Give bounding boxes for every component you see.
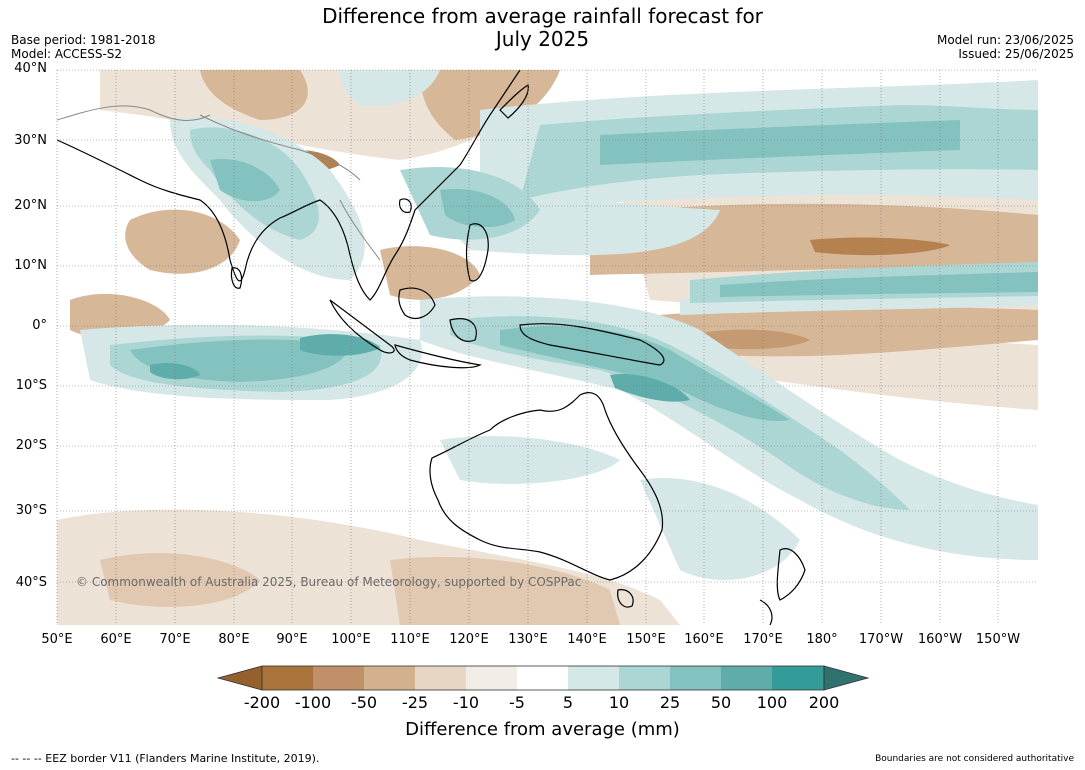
lat-label: 30°N [14,133,47,148]
colorbar-segment [772,666,824,690]
lat-label: 20°N [14,198,47,213]
coastlines [57,70,806,625]
colorbar-segment [517,666,568,690]
colorbar-tick: -5 [509,693,525,712]
model-name: Model: ACCESS-S2 [11,47,123,61]
colorbar-tick: 25 [659,693,681,712]
colorbar-segment [262,666,313,690]
lon-label: 170°W [858,632,904,647]
lat-label: 30°S [15,503,47,518]
gridlines [56,69,1038,625]
colorbar-label: Difference from average (mm) [405,719,680,740]
colorbar-right-arrow [823,665,870,691]
colorbar-segment [313,666,364,690]
colorbar-tick: 200 [808,693,840,712]
lon-label: 80°E [218,632,250,647]
lon-label: 130°E [508,632,548,647]
map-title-line1: Difference from average rainfall forecas… [322,4,763,28]
lon-label: 70°E [159,632,191,647]
colorbar [216,665,870,691]
colorbar-segment [466,666,517,690]
colorbar-tick: -10 [452,693,480,712]
lon-label: 160°E [684,632,724,647]
lon-label: 90°E [276,632,308,647]
colorbar-left-arrow [216,665,263,691]
lon-label: 50°E [41,632,73,647]
colorbar-tick: -100 [294,693,332,712]
colorbar-segment [670,666,721,690]
colorbar-tick: 5 [562,693,574,712]
issued-date: Issued: 25/06/2025 [958,47,1074,61]
lat-label: 10°N [14,258,47,273]
eez-border-note: -- -- -- EEZ border V11 (Flanders Marine… [11,752,320,765]
model-run: Model run: 23/06/2025 [936,33,1074,47]
base-period: Base period: 1981-2018 [11,33,156,47]
lat-label: 20°S [15,438,47,453]
colorbar-tick: 50 [710,693,732,712]
colorbar-tick: 100 [756,693,788,712]
lon-label: 120°E [449,632,489,647]
lon-label: 150°W [975,632,1021,647]
boundaries-disclaimer: Boundaries are not considered authoritat… [875,754,1074,764]
boundaries [57,105,381,261]
lat-label: 40°N [14,61,47,76]
lat-label: 0° [32,318,47,333]
lon-label: 100°E [331,632,371,647]
colorbar-tick: -25 [401,693,429,712]
map-title-line2: July 2025 [495,27,590,51]
lon-label: 180° [806,632,838,647]
colorbar-tick: -200 [243,693,281,712]
colorbar-segment [619,666,670,690]
lon-label: 150°E [626,632,666,647]
lon-label: 60°E [100,632,132,647]
lon-label: 170°E [743,632,783,647]
colorbar-tick: -50 [350,693,378,712]
colorbar-segment [568,666,619,690]
copyright-notice: © Commonwealth of Australia 2025, Bureau… [76,575,582,589]
lon-label: 110°E [390,632,430,647]
lon-label: 140°E [567,632,607,647]
lon-label: 160°W [917,632,963,647]
lat-label: 40°S [15,575,47,590]
lat-label: 10°S [15,378,47,393]
rainfall-anomaly-field [57,70,1038,625]
colorbar-segment [364,666,415,690]
colorbar-segment [721,666,772,690]
colorbar-tick: 10 [608,693,630,712]
colorbar-segment [415,666,466,690]
